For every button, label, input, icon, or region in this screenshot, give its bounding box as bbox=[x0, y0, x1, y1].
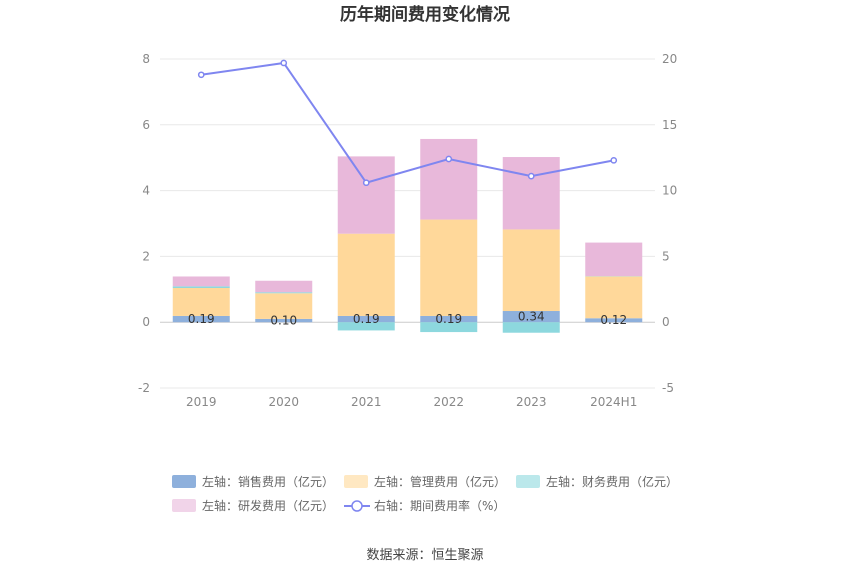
bar-segment bbox=[255, 280, 313, 293]
bar-segment bbox=[502, 157, 560, 230]
left-axis-tick: 8 bbox=[142, 52, 150, 66]
bar-segment bbox=[502, 322, 560, 333]
bar-segment bbox=[337, 233, 395, 316]
legend-marker bbox=[351, 500, 363, 512]
bar-segment bbox=[502, 311, 560, 323]
data-label: 0.19 bbox=[353, 312, 380, 326]
right-axis-tick: 15 bbox=[662, 118, 677, 132]
x-axis-tick: 2020 bbox=[268, 395, 299, 409]
line-point bbox=[362, 179, 370, 187]
legend-swatch bbox=[172, 475, 196, 488]
chart-title: 历年期间费用变化情况 bbox=[340, 4, 510, 25]
bar-segment bbox=[172, 315, 230, 323]
legend-label: 左轴：财务费用（亿元） bbox=[546, 474, 678, 489]
data-label: 0.19 bbox=[435, 312, 462, 326]
bar-segment bbox=[337, 322, 395, 331]
data-label: 0.12 bbox=[600, 313, 627, 327]
bar-segment bbox=[420, 219, 478, 316]
bar-segment bbox=[255, 292, 313, 294]
right-axis-tick: -5 bbox=[662, 381, 674, 395]
bar-segment bbox=[337, 315, 395, 323]
line-point bbox=[445, 155, 453, 163]
right-axis-tick: 0 bbox=[662, 315, 670, 329]
x-axis-tick: 2023 bbox=[516, 395, 547, 409]
left-axis-tick: 6 bbox=[142, 118, 150, 132]
line-point bbox=[610, 156, 618, 164]
legend-label: 左轴：研发费用（亿元） bbox=[202, 498, 334, 513]
legend-swatch bbox=[516, 475, 540, 488]
legend-label: 左轴：管理费用（亿元） bbox=[374, 474, 506, 489]
legend-swatch bbox=[172, 499, 196, 512]
bar-segment bbox=[420, 138, 478, 220]
data-label: 0.34 bbox=[518, 310, 545, 324]
left-axis-tick: 2 bbox=[142, 249, 150, 263]
left-axis-tick: 0 bbox=[142, 315, 150, 329]
bar-segment bbox=[420, 322, 478, 333]
gridlines bbox=[160, 58, 655, 389]
data-labels: 0.19 0.10 0.19 0.19 0.34 0.12 bbox=[188, 310, 627, 328]
x-axis-tick: 2021 bbox=[351, 395, 382, 409]
legend-label: 左轴：销售费用（亿元） bbox=[202, 474, 334, 489]
x-axis-tick: 2024H1 bbox=[590, 395, 637, 409]
legend-swatch bbox=[344, 475, 368, 488]
legend-label: 右轴：期间费用率（%） bbox=[374, 498, 505, 513]
bar-segment bbox=[502, 229, 560, 312]
x-axis-tick: 2019 bbox=[186, 395, 217, 409]
line-point bbox=[280, 59, 288, 67]
bar-segment bbox=[420, 315, 478, 323]
legend: 左轴：销售费用（亿元） 左轴：管理费用（亿元） 左轴：财务费用（亿元） 左轴：研发费用… bbox=[172, 474, 678, 513]
bar-segment bbox=[585, 242, 643, 277]
bar-segment bbox=[337, 156, 395, 234]
bar-segment bbox=[172, 276, 230, 287]
x-axis-tick: 2022 bbox=[433, 395, 464, 409]
line-series bbox=[197, 59, 618, 187]
bar-segment bbox=[255, 318, 313, 323]
line-point bbox=[527, 172, 535, 180]
data-label: 0.19 bbox=[188, 312, 215, 326]
bar-segment bbox=[585, 318, 643, 323]
source-note: 数据来源：恒生聚源 bbox=[366, 548, 483, 563]
bar-segment bbox=[172, 287, 230, 316]
bar-segment bbox=[585, 276, 643, 319]
right-axis-tick: 20 bbox=[662, 52, 677, 66]
line-point bbox=[197, 71, 205, 79]
left-axis-tick: -2 bbox=[138, 381, 150, 395]
right-axis-tick: 5 bbox=[662, 249, 670, 263]
axes: -2 0 2 4 6 8 -5 0 5 10 15 20 2019 2020 2021 2022 2023 202… bbox=[138, 52, 677, 409]
bar-segment bbox=[255, 293, 313, 319]
rate-line bbox=[201, 61, 614, 184]
right-axis-tick: 10 bbox=[662, 184, 677, 198]
bar-segment bbox=[172, 286, 230, 288]
data-label: 0.10 bbox=[270, 314, 297, 328]
left-axis-tick: 4 bbox=[142, 184, 150, 198]
bar-series bbox=[172, 138, 643, 333]
